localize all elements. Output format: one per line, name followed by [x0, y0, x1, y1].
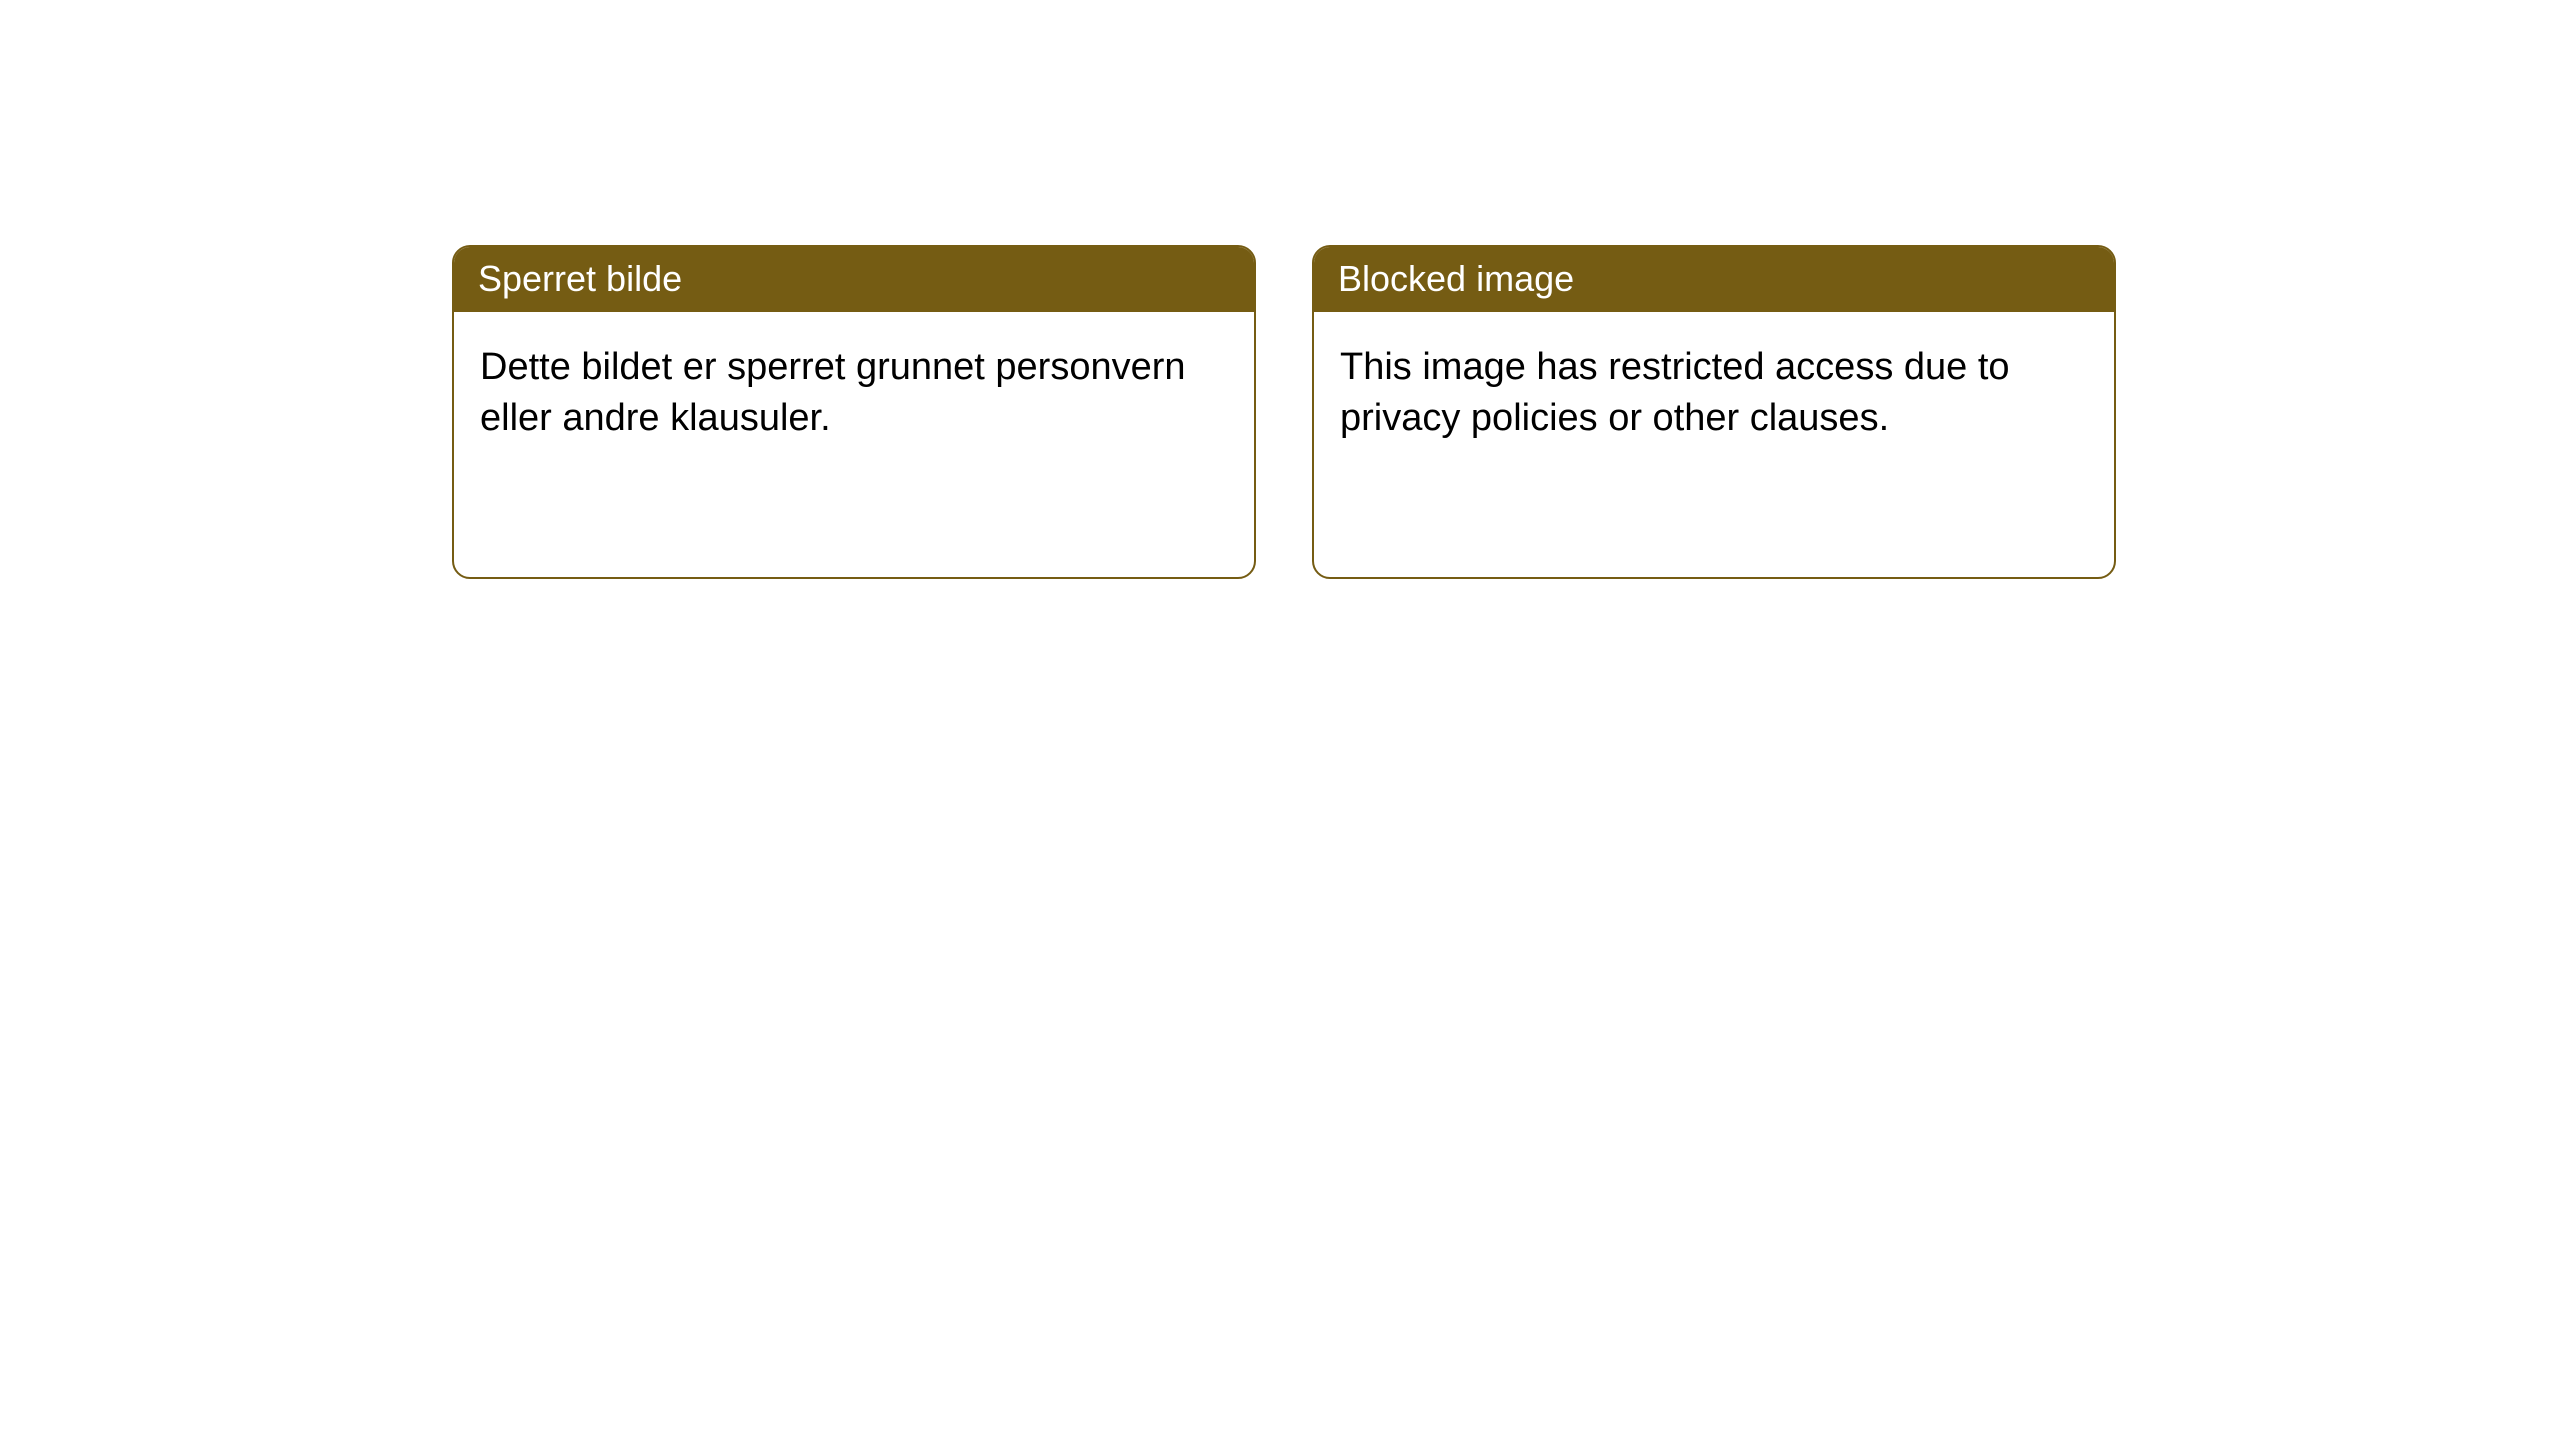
- card-body-text: This image has restricted access due to …: [1340, 346, 2010, 439]
- card-header: Sperret bilde: [454, 247, 1254, 312]
- notice-cards-container: Sperret bilde Dette bildet er sperret gr…: [452, 245, 2116, 579]
- notice-card-norwegian: Sperret bilde Dette bildet er sperret gr…: [452, 245, 1256, 579]
- notice-card-english: Blocked image This image has restricted …: [1312, 245, 2116, 579]
- card-body-text: Dette bildet er sperret grunnet personve…: [480, 346, 1186, 439]
- card-title: Sperret bilde: [478, 258, 682, 299]
- card-body: This image has restricted access due to …: [1314, 312, 2114, 475]
- card-body: Dette bildet er sperret grunnet personve…: [454, 312, 1254, 475]
- card-title: Blocked image: [1338, 258, 1574, 299]
- card-header: Blocked image: [1314, 247, 2114, 312]
